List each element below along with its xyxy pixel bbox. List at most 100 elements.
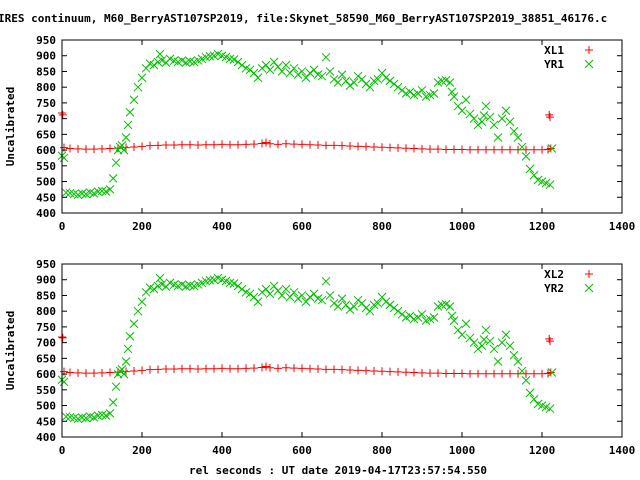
data-point-XL2-11 <box>130 366 138 375</box>
data-point-YR2-31 <box>157 280 167 289</box>
data-point-XL2-56 <box>482 369 490 378</box>
data-point-XL2-43 <box>378 367 386 376</box>
data-point-YR2-69 <box>309 289 319 299</box>
data-point-XL1-54 <box>466 145 474 154</box>
plot-frame <box>61 263 623 438</box>
data-point-XL1-20 <box>202 140 210 149</box>
data-point-YR2-115 <box>485 336 495 346</box>
data-point-YR1-86 <box>377 68 387 78</box>
data-point-XL1-7 <box>98 144 106 153</box>
series-YR2 <box>57 273 557 424</box>
data-point-YR1-113 <box>479 111 489 120</box>
data-point-XL1-48 <box>418 144 426 153</box>
y-tick-label: 900 <box>36 274 56 287</box>
data-point-YR1-107 <box>457 106 467 116</box>
y-tick-label: 800 <box>36 81 56 94</box>
data-point-YR1-20 <box>121 133 131 142</box>
data-point-YR2-21 <box>123 344 133 354</box>
data-point-YR2-79 <box>349 302 359 311</box>
data-point-XL2-26 <box>250 364 258 373</box>
data-point-YR1-71 <box>317 71 327 81</box>
data-point-YR2-114 <box>481 325 491 335</box>
data-point-YR1-67 <box>301 73 311 83</box>
data-point-YR2-77 <box>341 300 351 310</box>
data-point-XL2-58 <box>498 369 506 378</box>
data-point-XL2-34 <box>306 364 314 373</box>
data-point-YR2-105 <box>449 316 459 325</box>
data-point-YR1-76 <box>337 70 347 79</box>
data-point-XL2-38 <box>338 365 346 374</box>
x-tick-label: 1200 <box>529 444 556 457</box>
data-point-YR1-1 <box>59 153 69 163</box>
y-tick-label: 600 <box>36 144 56 157</box>
data-point-YR1-116 <box>489 120 499 130</box>
data-point-YR2-83 <box>365 306 375 316</box>
y-tick-label: 750 <box>36 97 56 110</box>
data-point-XL2-7 <box>98 368 106 377</box>
data-point-YR1-96 <box>417 85 427 95</box>
data-point-YR2-68 <box>305 292 315 302</box>
y-tick-label: 400 <box>36 207 56 220</box>
data-point-YR2-95 <box>413 313 423 322</box>
data-point-XL1-5 <box>82 145 90 154</box>
data-point-YR2-91 <box>397 309 407 319</box>
data-point-YR1-87 <box>381 73 391 83</box>
x-tick-label: 1000 <box>449 444 476 457</box>
data-point-YR2-112 <box>477 341 487 351</box>
data-point-YR2-107 <box>457 330 467 340</box>
data-point-YR2-53 <box>245 289 255 299</box>
data-point-YR1-63 <box>285 68 295 78</box>
data-point-YR1-62 <box>281 60 291 70</box>
data-point-XL2-32 <box>290 364 298 373</box>
data-point-XL2-36 <box>322 365 330 374</box>
data-point-XL2-3 <box>66 368 74 377</box>
data-point-YR2-51 <box>237 284 247 294</box>
data-point-YR1-131 <box>547 144 557 153</box>
data-point-XL2-66 <box>546 337 554 346</box>
data-point-YR1-99 <box>429 89 439 98</box>
data-point-XL2-14 <box>154 365 162 374</box>
data-point-YR1-117 <box>493 133 503 142</box>
data-point-YR2-130 <box>545 404 555 414</box>
data-point-XL2-22 <box>218 364 226 373</box>
data-point-XL2-12 <box>138 366 146 375</box>
data-point-YR2-23 <box>129 319 139 329</box>
data-point-XL1-32 <box>290 140 298 149</box>
data-point-XL1-56 <box>482 145 490 154</box>
legend-label-XL2: XL2 <box>544 268 564 281</box>
y-tick-label: 850 <box>36 65 56 78</box>
data-point-YR1-125 <box>525 164 535 174</box>
data-point-YR2-55 <box>253 297 263 307</box>
y-axis-label: Uncalibrated <box>4 87 17 166</box>
data-point-YR1-111 <box>473 120 483 130</box>
data-point-YR1-53 <box>245 65 255 75</box>
data-point-XL2-21 <box>210 364 218 373</box>
data-point-YR2-22 <box>125 331 135 341</box>
data-point-XL2-53 <box>458 369 466 378</box>
data-point-XL1-16 <box>170 141 178 150</box>
data-point-XL2-65 <box>545 334 554 343</box>
data-point-XL2-31 <box>282 363 290 372</box>
data-point-YR2-78 <box>345 305 355 314</box>
figure-title: IRES continuum, M60_BerryAST107SP2019, f… <box>0 12 607 25</box>
data-point-YR2-61 <box>277 291 287 300</box>
data-point-XL1-45 <box>394 143 402 152</box>
plot-panel-2: 400 450 500 550 600 650 700 750 800 850 900 950 0 200… <box>4 258 635 457</box>
series-XL2 <box>58 332 555 378</box>
data-point-YR1-15 <box>111 158 121 168</box>
data-point-XL2-1 <box>58 333 67 342</box>
data-point-XL2-13 <box>146 365 154 374</box>
data-point-YR2-1 <box>59 377 69 387</box>
y-tick-label: 850 <box>36 289 56 302</box>
data-point-XL1-29 <box>266 139 274 148</box>
data-point-YR2-104 <box>447 311 457 321</box>
data-point-XL1-65 <box>545 110 554 119</box>
data-point-YR1-91 <box>397 85 407 95</box>
data-point-XL2-23 <box>226 364 234 373</box>
data-point-YR2-110 <box>469 338 479 347</box>
data-point-YR2-86 <box>377 292 387 302</box>
data-point-YR1-57 <box>261 60 271 70</box>
data-point-XL2-35 <box>314 365 322 374</box>
data-point-YR2-66 <box>297 291 307 300</box>
data-point-XL1-17 <box>178 140 186 149</box>
